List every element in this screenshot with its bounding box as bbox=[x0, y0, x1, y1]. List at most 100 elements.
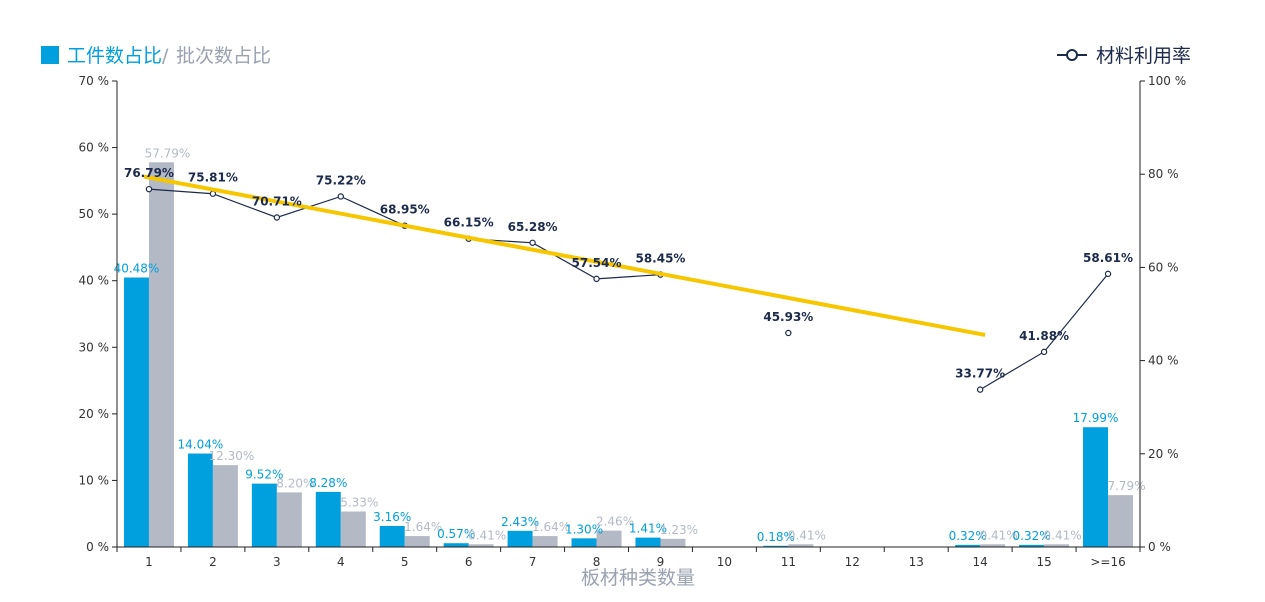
utilization-label: 66.15% bbox=[444, 216, 494, 230]
bar-batch bbox=[148, 162, 174, 548]
bar-batch bbox=[212, 465, 238, 547]
utilization-label: 70.71% bbox=[252, 194, 302, 208]
utilization-point bbox=[145, 185, 153, 193]
bar-workpiece bbox=[123, 277, 149, 547]
bar-batch-label: 57.79% bbox=[145, 146, 191, 160]
bar-batch bbox=[276, 492, 302, 547]
bar-batch bbox=[596, 530, 622, 547]
y-right-tick-label: 20 % bbox=[1148, 447, 1179, 461]
bar-workpiece-label: 8.28% bbox=[309, 476, 347, 490]
bar-workpiece-label: 17.99% bbox=[1073, 411, 1119, 425]
bar-workpiece bbox=[251, 483, 277, 547]
x-tick-label: 4 bbox=[337, 555, 345, 569]
legend-workpiece-label: 工件数占比 bbox=[67, 45, 162, 67]
utilization-label: 58.45% bbox=[635, 252, 685, 266]
bar-workpiece bbox=[1019, 544, 1045, 547]
x-tick-label: 15 bbox=[1036, 555, 1051, 569]
bar-workpiece-label: 0.32% bbox=[949, 529, 987, 543]
bar-workpiece bbox=[379, 525, 405, 547]
trend-line bbox=[143, 174, 986, 337]
x-tick-label: 3 bbox=[273, 555, 281, 569]
bar-batch bbox=[1108, 495, 1134, 547]
utilization-label: 65.28% bbox=[508, 220, 558, 234]
x-tick-label: 8 bbox=[593, 555, 601, 569]
bar-batch-label: 12.30% bbox=[209, 449, 255, 463]
bar-workpiece bbox=[1083, 427, 1109, 547]
bar-workpiece bbox=[955, 544, 981, 547]
utilization-point bbox=[337, 193, 344, 200]
y-right-tick-label: 40 % bbox=[1148, 354, 1179, 368]
bar-batch-label: 8.20% bbox=[276, 476, 314, 490]
bar-batch bbox=[532, 536, 558, 547]
bar-workpiece bbox=[571, 538, 597, 547]
bar-batch-label: 1.64% bbox=[404, 520, 442, 534]
x-tick-label: 9 bbox=[657, 555, 665, 569]
bar-workpiece bbox=[443, 543, 469, 547]
bar-workpiece bbox=[763, 545, 789, 547]
utilization-point bbox=[593, 275, 600, 283]
x-axis-title: 板材种类数量 bbox=[581, 567, 695, 589]
legend-batch-label: 批次数占比 bbox=[176, 45, 271, 67]
y-left-tick-label: 60 % bbox=[79, 141, 110, 155]
y-right-tick-label: 80 % bbox=[1148, 167, 1179, 181]
bar-workpiece-label: 1.30% bbox=[565, 522, 603, 536]
bar-workpiece bbox=[507, 530, 533, 547]
bar-workpiece-label: 0.18% bbox=[757, 530, 795, 544]
bar-batch-label: 0.41% bbox=[468, 528, 506, 542]
x-tick-label: 14 bbox=[973, 555, 988, 569]
bar-batch-label: 1.23% bbox=[660, 523, 698, 537]
y-left-tick-label: 30 % bbox=[79, 340, 110, 354]
y-left-tick-label: 50 % bbox=[79, 207, 110, 221]
bar-batch-label: 0.41% bbox=[980, 528, 1018, 542]
bar-batch bbox=[468, 544, 494, 547]
y-right-tick-label: 0 % bbox=[1148, 540, 1171, 554]
utilization-point bbox=[785, 329, 792, 337]
legend-utilization-marker-icon bbox=[1066, 49, 1078, 61]
bar-workpiece-label: 1.41% bbox=[629, 522, 667, 536]
x-tick-label: 13 bbox=[909, 555, 924, 569]
utilization-label: 57.54% bbox=[572, 256, 622, 270]
x-tick-label: 11 bbox=[781, 555, 796, 569]
utilization-point bbox=[529, 239, 536, 246]
utilization-label: 68.95% bbox=[380, 203, 430, 217]
x-tick-label: 5 bbox=[401, 555, 409, 569]
y-left-tick-label: 40 % bbox=[79, 274, 110, 288]
utilization-point bbox=[273, 214, 281, 221]
bar-workpiece-label: 14.04% bbox=[178, 438, 224, 452]
legend-utilization-label: 材料利用率 bbox=[1096, 45, 1191, 67]
x-tick-label: 1 bbox=[145, 555, 153, 569]
bar-batch bbox=[340, 511, 366, 547]
bar-batch-label: 1.64% bbox=[532, 520, 570, 534]
x-tick-label: 6 bbox=[465, 555, 473, 569]
utilization-label: 33.77% bbox=[955, 367, 1005, 381]
y-left-tick-label: 0 % bbox=[86, 540, 109, 554]
utilization-label: 45.93% bbox=[763, 310, 813, 324]
utilization-label: 58.61% bbox=[1083, 251, 1133, 265]
bar-batch-label: 7.79% bbox=[1107, 479, 1145, 493]
utilization-label: 75.22% bbox=[316, 173, 366, 187]
bar-workpiece-label: 9.52% bbox=[245, 468, 283, 482]
bar-workpiece bbox=[187, 453, 213, 547]
x-tick-label: >=16 bbox=[1090, 555, 1125, 569]
utilization-point bbox=[1040, 348, 1048, 356]
bar-workpiece-label: 0.57% bbox=[437, 527, 475, 541]
y-left-tick-label: 70 % bbox=[79, 74, 110, 88]
bar-batch-label: 5.33% bbox=[340, 496, 378, 510]
utilization-label: 76.79% bbox=[124, 166, 174, 180]
bar-workpiece-label: 2.43% bbox=[501, 515, 539, 529]
utilization-point bbox=[976, 386, 984, 393]
bar-batch-label: 0.41% bbox=[1044, 528, 1082, 542]
bar-batch-label: 2.46% bbox=[596, 515, 634, 529]
y-left-tick-label: 10 % bbox=[79, 473, 110, 487]
x-tick-label: 10 bbox=[717, 555, 732, 569]
legend-workpiece-swatch bbox=[41, 46, 59, 64]
bar-batch-label: 0.41% bbox=[788, 528, 826, 542]
bar-workpiece bbox=[315, 491, 341, 547]
utilization-label: 41.88% bbox=[1019, 329, 1069, 343]
x-tick-label: 12 bbox=[845, 555, 860, 569]
bar-batch bbox=[1044, 544, 1070, 547]
bar-workpiece-label: 0.32% bbox=[1013, 529, 1051, 543]
bar-workpiece bbox=[635, 537, 661, 547]
bar-batch bbox=[404, 536, 430, 547]
